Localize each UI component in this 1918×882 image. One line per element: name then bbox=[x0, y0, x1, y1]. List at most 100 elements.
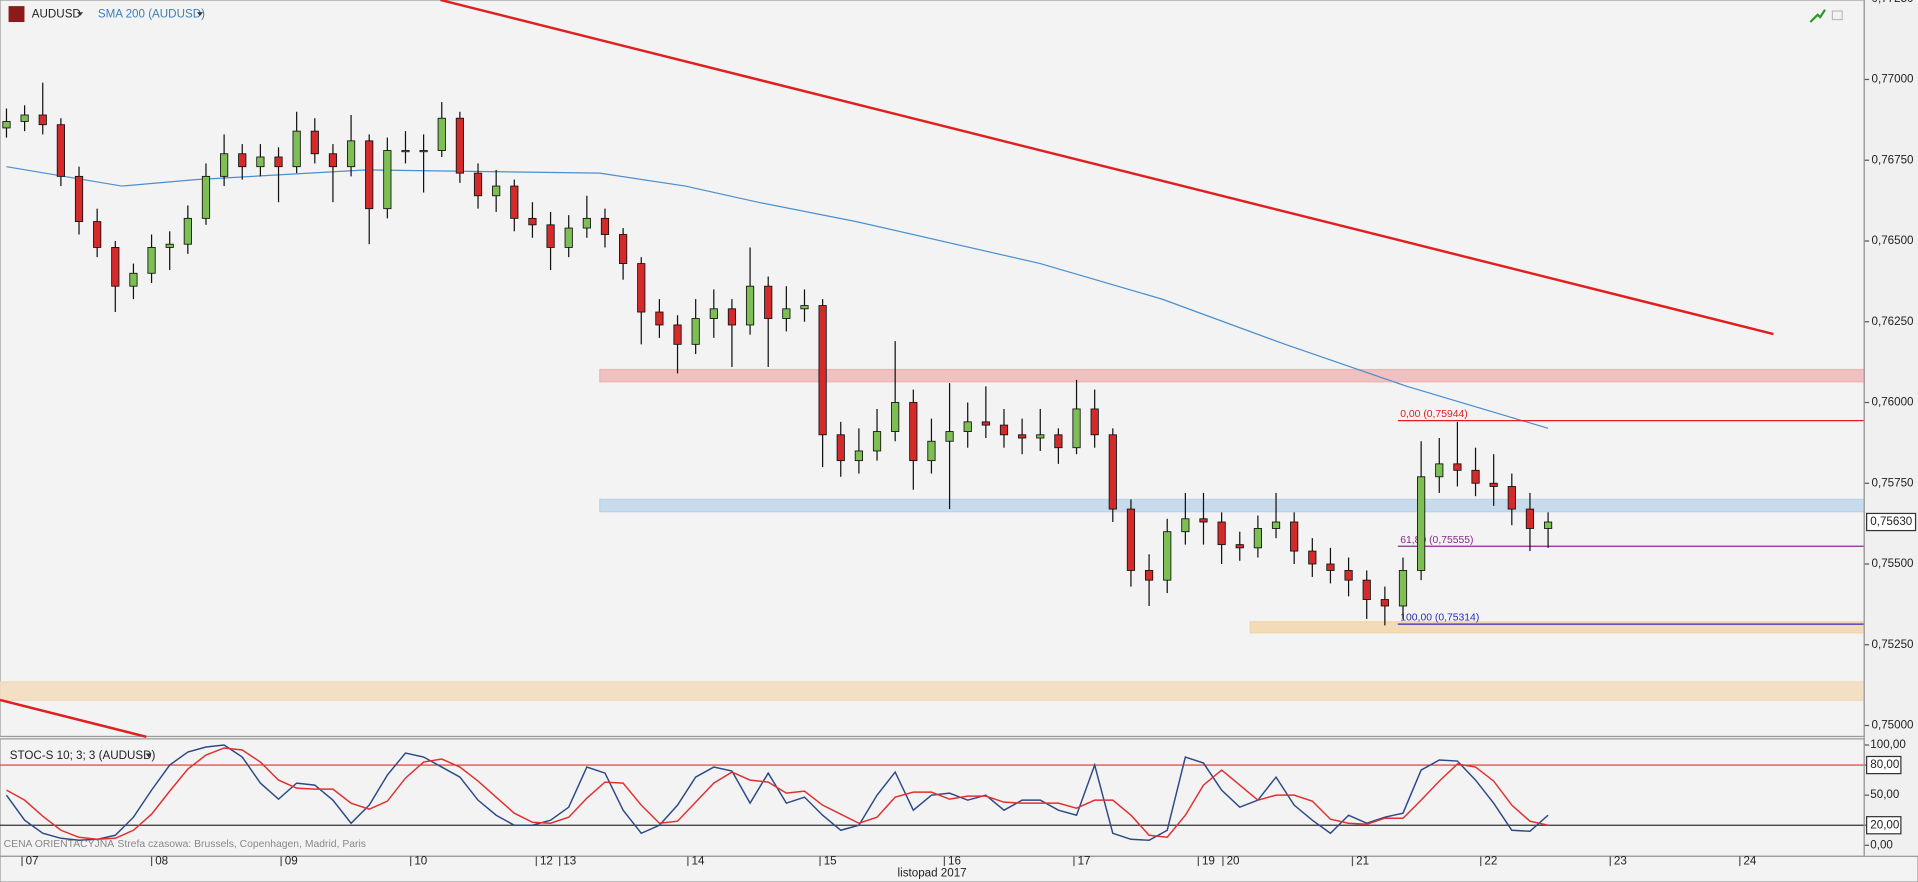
zone bbox=[599, 498, 1865, 513]
candle-body bbox=[764, 285, 773, 319]
x-tick-label: 23 bbox=[1614, 854, 1627, 867]
zone bbox=[599, 368, 1865, 383]
symbol-title[interactable]: AUDUSD bbox=[32, 8, 81, 21]
candle-body bbox=[1108, 434, 1117, 510]
candle-body bbox=[945, 431, 954, 442]
last-price-box bbox=[1866, 512, 1917, 532]
candle-body bbox=[38, 114, 47, 126]
x-tick-label: 15 bbox=[824, 854, 837, 867]
x-tick-label: 24 bbox=[1743, 854, 1756, 867]
candle-body bbox=[1217, 521, 1226, 546]
candle-body bbox=[1326, 563, 1335, 571]
x-tick-label: 07 bbox=[26, 854, 39, 867]
candle-body bbox=[220, 153, 229, 177]
candle-body bbox=[800, 305, 809, 310]
candle-body bbox=[256, 156, 265, 168]
x-tick-label: 17 bbox=[1078, 854, 1091, 867]
y-tick-label: 0,00 bbox=[1870, 838, 1893, 851]
candle-body bbox=[310, 130, 319, 155]
y-tick-label: 50,00 bbox=[1870, 788, 1899, 801]
candle-body bbox=[1235, 544, 1244, 549]
x-tick-label: 19 bbox=[1202, 854, 1215, 867]
x-tick-label: 08 bbox=[155, 854, 168, 867]
candle-body bbox=[129, 272, 138, 287]
x-tick-label: 16 bbox=[948, 854, 961, 867]
trend-icon[interactable] bbox=[1809, 9, 1826, 23]
dropdown-arrow[interactable] bbox=[196, 12, 204, 16]
candle-body bbox=[582, 217, 591, 229]
x-tick-label: 14 bbox=[692, 854, 705, 867]
candle-body bbox=[419, 150, 428, 153]
candle-body bbox=[1036, 434, 1045, 439]
stochastic-panel bbox=[0, 738, 1865, 857]
candle-body bbox=[2, 121, 11, 129]
candle-body bbox=[1018, 434, 1027, 439]
stochastic-title[interactable]: STOC-S 10; 3; 3 (AUDUSD) bbox=[10, 749, 156, 762]
candle-body bbox=[1398, 570, 1408, 607]
candle-body bbox=[619, 234, 628, 265]
candle-body bbox=[473, 172, 483, 197]
fib-label: 0,00 (0,75944) bbox=[1400, 409, 1467, 420]
x-tick-label: 09 bbox=[285, 854, 298, 867]
indicator-legend[interactable]: SMA 200 (AUDUSD) bbox=[98, 8, 205, 21]
candle-body bbox=[854, 450, 863, 462]
candle-body bbox=[1271, 521, 1281, 529]
candle-body bbox=[637, 263, 646, 313]
candle-body bbox=[201, 175, 211, 219]
trendline bbox=[0, 698, 147, 739]
candle-body bbox=[274, 156, 283, 168]
timezone-note: Strefa czasowa: Brussels, Copenhagen, Ma… bbox=[117, 839, 366, 850]
candle-body bbox=[238, 153, 247, 168]
candle-body bbox=[1380, 599, 1389, 607]
candle-body bbox=[727, 308, 737, 326]
zone bbox=[0, 681, 1865, 701]
candle-body bbox=[836, 434, 845, 462]
candle-body bbox=[74, 175, 84, 223]
x-tick-label: 21 bbox=[1356, 854, 1369, 867]
y-tick-label: 0,76500 bbox=[1872, 234, 1914, 247]
candle-body bbox=[111, 247, 120, 287]
y-tick-label: 0,76250 bbox=[1872, 315, 1914, 328]
candle-body bbox=[93, 221, 102, 248]
x-axis-strip bbox=[0, 855, 1918, 882]
candle-body bbox=[528, 217, 537, 226]
sma-line bbox=[6, 166, 1549, 429]
dropdown-arrow[interactable] bbox=[145, 753, 152, 758]
candle-body bbox=[909, 402, 918, 462]
candle-body bbox=[782, 308, 791, 319]
candle-body bbox=[564, 227, 573, 248]
candle-body bbox=[963, 421, 972, 432]
level-box bbox=[1866, 755, 1902, 775]
candle-body bbox=[20, 114, 29, 122]
candle-body bbox=[818, 305, 827, 436]
zone bbox=[1249, 621, 1865, 634]
candle-body bbox=[1362, 579, 1371, 600]
candle-body bbox=[600, 217, 610, 235]
candle-body bbox=[981, 421, 990, 426]
fib-label: 100,00 (0,75314) bbox=[1400, 613, 1479, 624]
candle-body bbox=[1344, 570, 1353, 581]
candle-body bbox=[1525, 508, 1535, 529]
candle-body bbox=[1054, 434, 1063, 449]
candle-body bbox=[655, 311, 664, 326]
candle-body bbox=[999, 424, 1009, 436]
candle-body bbox=[1417, 476, 1426, 571]
y-tick-label: 0,75500 bbox=[1872, 557, 1914, 570]
candle-body bbox=[546, 224, 555, 248]
y-tick-label: 0,75250 bbox=[1872, 638, 1914, 651]
level-box bbox=[1866, 816, 1902, 835]
candle-body bbox=[1435, 463, 1444, 478]
candle-body bbox=[455, 117, 464, 174]
candle-body bbox=[1453, 463, 1462, 471]
y-tick-label: 0,75750 bbox=[1872, 476, 1914, 489]
dropdown-arrow[interactable] bbox=[77, 12, 84, 16]
stochastic-line bbox=[6, 747, 1549, 841]
trendline bbox=[440, 0, 1774, 336]
x-tick-label: 12 bbox=[540, 854, 553, 867]
fib-label: 61,80 (0,75555) bbox=[1400, 535, 1473, 546]
x-tick-label: 22 bbox=[1484, 854, 1497, 867]
window-icon[interactable] bbox=[1831, 10, 1843, 21]
candle-body bbox=[1126, 508, 1136, 571]
